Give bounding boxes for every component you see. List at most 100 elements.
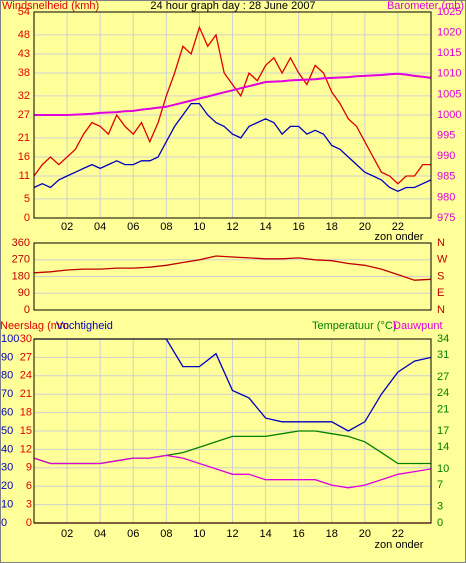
y-tick-label: 38 <box>18 67 30 79</box>
x-tick-label: 22 <box>392 221 404 233</box>
y-tick-label: 11 <box>19 170 30 182</box>
x-tick-label: 10 <box>193 528 205 540</box>
y-tick-label: 27 <box>18 109 30 121</box>
panel-label: Neerslag (mm <box>0 320 69 332</box>
y-tick-label: 0 <box>24 304 30 316</box>
y2-tick-label: 1000 <box>437 109 461 121</box>
y2-tick-label: 3 <box>437 501 443 513</box>
x-tick-label: 04 <box>94 528 106 540</box>
y2-tick-label: 17 <box>437 425 449 437</box>
x-tick-label: 08 <box>160 528 172 540</box>
y2-tick-label: 1015 <box>437 47 461 59</box>
x-tick-label: 18 <box>326 528 338 540</box>
panel-label: 24 hour graph day : 28 June 2007 <box>150 0 315 12</box>
y-tick-label: 20 <box>1 480 13 492</box>
y-tick-label: 30 <box>1 462 13 474</box>
y-tick-label: 180 <box>12 270 30 282</box>
y-tick-label: 50 <box>1 425 13 437</box>
y-tick-label: 16 <box>18 151 30 163</box>
y-tick-label: 0 <box>24 212 30 224</box>
annotation: zon onder <box>375 539 424 551</box>
panel-label: Vochtigheid <box>56 320 113 332</box>
rain-tick-label: 24 <box>20 370 32 382</box>
y2-tick-label: S <box>437 270 444 282</box>
y2-tick-label: 990 <box>437 150 455 162</box>
plot-frame <box>33 338 432 524</box>
y2-tick-label: E <box>437 287 444 299</box>
rain-tick-label: 9 <box>26 462 32 474</box>
x-tick-label: 06 <box>127 528 139 540</box>
y2-tick-label: 21 <box>437 403 449 415</box>
rain-tick-label: 12 <box>20 443 32 455</box>
x-tick-label: 04 <box>94 221 106 233</box>
y-tick-label: 70 <box>1 388 13 400</box>
x-tick-label: 16 <box>293 528 305 540</box>
x-tick-label: 20 <box>359 528 371 540</box>
x-tick-label: 12 <box>226 528 238 540</box>
x-tick-label: 12 <box>226 221 238 233</box>
plot-frame <box>33 11 432 219</box>
y2-tick-label: 14 <box>437 441 449 453</box>
annotation: zon onder <box>375 231 424 243</box>
x-tick-label: 06 <box>127 221 139 233</box>
y-tick-label: 40 <box>1 443 13 455</box>
y-tick-label: 21 <box>18 132 30 144</box>
y-tick-label: 60 <box>1 407 13 419</box>
panel-label: Windsnelheid (kmh) <box>2 0 99 12</box>
y-tick-label: 0 <box>1 517 7 529</box>
y2-tick-label: W <box>437 254 448 266</box>
y-tick-label: 360 <box>12 237 30 249</box>
panel-label: Temperatuur (°C) <box>312 320 396 332</box>
y2-tick-label: 1025 <box>437 6 461 18</box>
x-tick-label: 20 <box>359 221 371 233</box>
y-tick-label: 90 <box>1 351 13 363</box>
panel-label: Dauwpunt <box>393 320 443 332</box>
y-tick-label: 43 <box>18 48 30 60</box>
y2-tick-label: 0 <box>437 517 443 529</box>
series-line <box>33 102 432 193</box>
y-tick-label: 270 <box>12 254 30 266</box>
rain-tick-label: 18 <box>20 407 32 419</box>
rain-tick-label: 15 <box>20 425 32 437</box>
y2-tick-label: 24 <box>437 387 449 399</box>
y2-tick-label: 985 <box>437 171 455 183</box>
series-line <box>34 72 432 116</box>
y-tick-label: 100 <box>1 333 19 345</box>
y-tick-label: 5 <box>24 193 30 205</box>
y2-tick-label: 7 <box>437 479 443 491</box>
x-tick-label: 16 <box>293 221 305 233</box>
y2-tick-label: 980 <box>437 191 455 203</box>
y2-tick-label: N <box>437 237 445 249</box>
x-tick-label: 22 <box>392 528 404 540</box>
x-tick-label: 18 <box>326 221 338 233</box>
y2-tick-label: 1020 <box>437 27 461 39</box>
y-tick-label: 90 <box>18 287 30 299</box>
y2-tick-label: 10 <box>437 463 449 475</box>
plot-frame <box>33 242 432 311</box>
y2-tick-label: N <box>437 304 445 316</box>
y2-tick-label: 1010 <box>437 68 461 80</box>
y2-tick-label: 27 <box>437 371 449 383</box>
series-line <box>33 454 432 489</box>
panel-label: Barometer (mb) <box>387 0 464 12</box>
y2-tick-label: 31 <box>437 349 449 361</box>
x-tick-label: 14 <box>259 528 271 540</box>
rain-tick-label: 6 <box>26 480 32 492</box>
y-tick-label: 10 <box>1 499 13 511</box>
x-tick-label: 10 <box>193 221 205 233</box>
series-line <box>33 25 431 185</box>
rain-tick-label: 27 <box>20 351 32 363</box>
rain-tick-label: 3 <box>26 499 32 511</box>
x-tick-label: 02 <box>61 221 73 233</box>
x-tick-label: 14 <box>259 221 271 233</box>
y2-tick-label: 1005 <box>437 88 461 100</box>
series-line <box>33 255 432 281</box>
y-tick-label: 32 <box>18 90 30 102</box>
rain-tick-label: 21 <box>20 388 32 400</box>
x-tick-label: 08 <box>160 221 172 233</box>
y2-tick-label: 975 <box>437 212 455 224</box>
rain-tick-label: 30 <box>20 333 32 345</box>
x-tick-label: 02 <box>61 528 73 540</box>
rain-tick-label: 0 <box>26 517 32 529</box>
